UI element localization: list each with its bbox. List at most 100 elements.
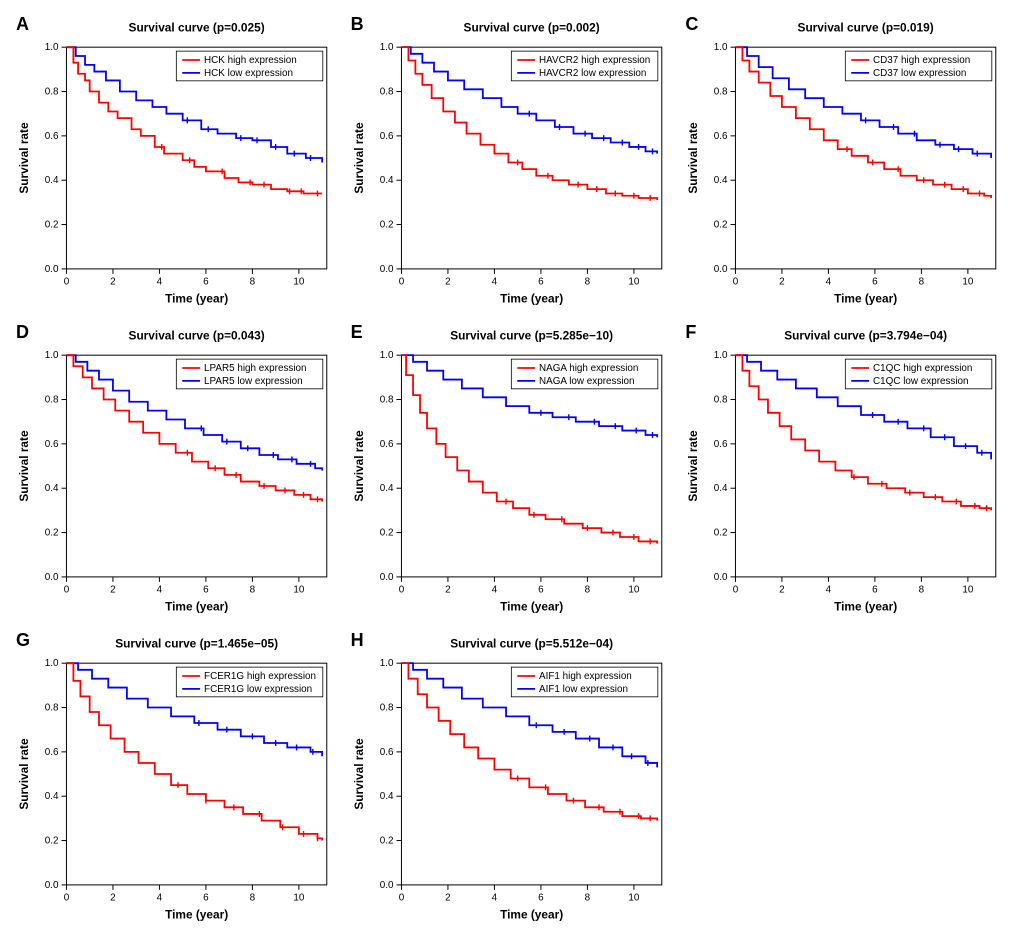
svg-text:1.0: 1.0 (45, 658, 59, 669)
svg-text:0.8: 0.8 (379, 394, 393, 405)
svg-text:0: 0 (733, 585, 739, 596)
svg-text:0.4: 0.4 (45, 175, 59, 186)
legend-high-label: CD37 high expression (873, 55, 970, 66)
legend-high-label: FCER1G high expression (204, 671, 316, 682)
svg-text:0.6: 0.6 (45, 439, 59, 450)
svg-text:0: 0 (64, 893, 70, 904)
svg-text:10: 10 (293, 277, 304, 288)
survival-plot-havcr2: 02468100.00.20.40.60.81.0Time (year)Surv… (347, 12, 674, 312)
x-axis-label: Time (year) (834, 292, 897, 306)
svg-text:2: 2 (110, 585, 116, 596)
legend-low-label: NAGA low expression (539, 376, 635, 387)
y-axis-label: Survival rate (686, 122, 700, 194)
legend-high-label: HCK high expression (204, 55, 297, 66)
svg-text:0.4: 0.4 (379, 483, 393, 494)
svg-text:0: 0 (398, 277, 404, 288)
svg-text:0.8: 0.8 (714, 394, 728, 405)
svg-text:6: 6 (872, 585, 878, 596)
y-axis-label: Survival rate (17, 430, 31, 502)
svg-text:0.8: 0.8 (379, 86, 393, 97)
chart-title: Survival curve (p=0.019) (798, 20, 934, 34)
svg-text:0.2: 0.2 (45, 836, 59, 847)
survival-plot-naga: 02468100.00.20.40.60.81.0Time (year)Surv… (347, 320, 674, 620)
svg-text:1.0: 1.0 (714, 42, 728, 53)
svg-text:0.8: 0.8 (45, 86, 59, 97)
svg-text:0.2: 0.2 (379, 836, 393, 847)
svg-text:0.0: 0.0 (714, 572, 728, 583)
svg-text:0: 0 (398, 585, 404, 596)
chart-title: Survival curve (p=0.043) (129, 328, 265, 342)
svg-text:2: 2 (110, 277, 116, 288)
svg-text:0.0: 0.0 (45, 880, 59, 891)
panel-label: F (685, 322, 696, 343)
legend-low-label: C1QC low expression (873, 376, 969, 387)
panel-C: C02468100.00.20.40.60.81.0Time (year)Sur… (681, 12, 1008, 312)
panel-B: B02468100.00.20.40.60.81.0Time (year)Sur… (347, 12, 674, 312)
svg-text:1.0: 1.0 (379, 658, 393, 669)
svg-text:0.8: 0.8 (379, 702, 393, 713)
svg-text:2: 2 (110, 893, 116, 904)
panel-F: F 0 2 4 6 8 10 0.0 0.2 0.4 0.6 0.8 1.0 Time (year) Sur… (681, 320, 1008, 620)
panel-label: H (351, 630, 364, 651)
svg-text:6: 6 (203, 277, 209, 288)
legend-low-label: HCK low expression (204, 68, 293, 79)
svg-text:10: 10 (293, 585, 304, 596)
survival-plot-hck: 02468100.00.20.40.60.81.0Time (year)Surv… (12, 12, 339, 312)
svg-text:10: 10 (963, 585, 974, 596)
svg-text:8: 8 (584, 277, 590, 288)
svg-text:0: 0 (64, 277, 70, 288)
svg-text:8: 8 (584, 585, 590, 596)
legend-low-label: AIF1 low expression (539, 684, 628, 695)
svg-text:8: 8 (919, 585, 925, 596)
legend-high-label: C1QC high expression (873, 363, 972, 374)
legend-high-label: LPAR5 high expression (204, 363, 306, 374)
survival-plot-aif1: 02468100.00.20.40.60.81.0Time (year)Surv… (347, 628, 674, 928)
svg-text:0.8: 0.8 (45, 394, 59, 405)
svg-text:0: 0 (733, 277, 739, 288)
svg-text:0: 0 (64, 585, 70, 596)
panel-label: E (351, 322, 363, 343)
svg-text:6: 6 (538, 277, 544, 288)
svg-text:1.0: 1.0 (379, 42, 393, 53)
y-axis-label: Survival rate (686, 430, 700, 502)
x-axis-label: Time (year) (500, 292, 563, 306)
svg-text:1.0: 1.0 (714, 350, 728, 361)
legend-low-label: FCER1G low expression (204, 684, 312, 695)
svg-text:0.6: 0.6 (45, 747, 59, 758)
svg-text:1.0: 1.0 (45, 350, 59, 361)
svg-text:0.0: 0.0 (45, 572, 59, 583)
y-axis-label: Survival rate (351, 738, 365, 810)
svg-text:0.2: 0.2 (45, 220, 59, 231)
x-axis-label: Time (year) (834, 600, 897, 614)
svg-text:0.6: 0.6 (45, 131, 59, 142)
x-axis-label: Time (year) (500, 908, 563, 922)
svg-text:2: 2 (445, 585, 451, 596)
svg-text:0.2: 0.2 (379, 528, 393, 539)
legend-low-label: HAVCR2 low expression (539, 68, 646, 79)
svg-text:4: 4 (157, 277, 163, 288)
x-axis-label: Time (year) (165, 908, 228, 922)
svg-text:0.4: 0.4 (379, 791, 393, 802)
svg-text:8: 8 (584, 893, 590, 904)
legend-high-label: NAGA high expression (539, 363, 638, 374)
panel-H: H02468100.00.20.40.60.81.0Time (year)Sur… (347, 628, 674, 928)
svg-text:4: 4 (826, 585, 832, 596)
svg-text:0.6: 0.6 (714, 439, 728, 450)
svg-text:0.2: 0.2 (714, 528, 728, 539)
panel-empty (681, 628, 1008, 928)
svg-text:10: 10 (628, 893, 639, 904)
svg-text:0.0: 0.0 (45, 264, 59, 275)
y-axis-label: Survival rate (17, 122, 31, 194)
survival-plot-cd37: 02468100.00.20.40.60.81.0Time (year)Surv… (681, 12, 1008, 312)
svg-text:0.2: 0.2 (45, 528, 59, 539)
svg-text:0.4: 0.4 (714, 483, 728, 494)
svg-text:2: 2 (445, 277, 451, 288)
svg-text:2: 2 (780, 585, 786, 596)
svg-text:0.0: 0.0 (379, 572, 393, 583)
svg-text:10: 10 (628, 277, 639, 288)
svg-text:0: 0 (398, 893, 404, 904)
svg-text:2: 2 (445, 893, 451, 904)
panel-label: D (16, 322, 29, 343)
svg-text:6: 6 (538, 585, 544, 596)
svg-text:0.2: 0.2 (714, 220, 728, 231)
